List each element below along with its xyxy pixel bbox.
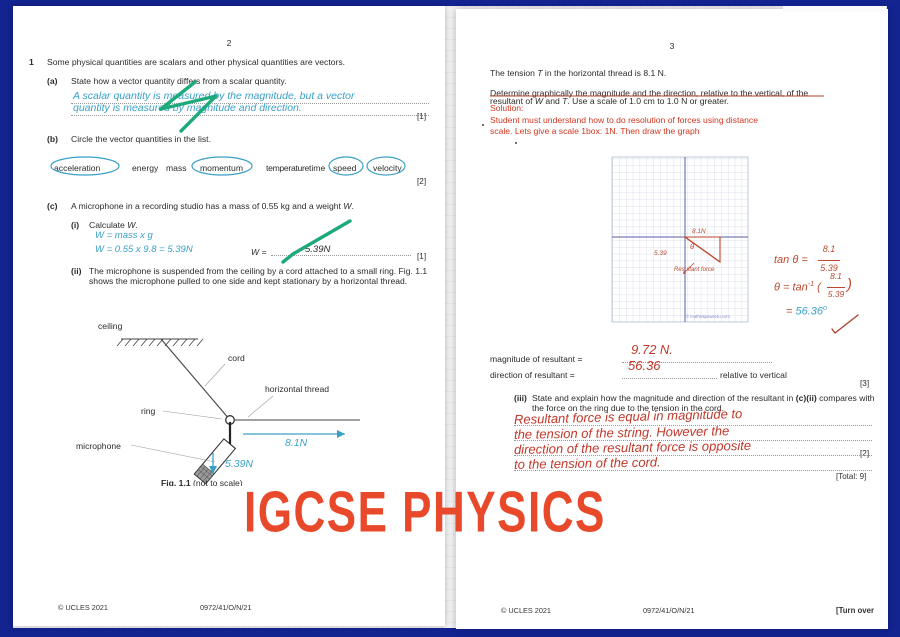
svg-text:ceiling: ceiling — [98, 321, 123, 331]
svg-text:Fig. 1.1: Fig. 1.1 — [161, 478, 191, 486]
svg-text:ring: ring — [141, 406, 156, 416]
svg-text:microphone: microphone — [76, 441, 121, 451]
svg-text:5.39N: 5.39N — [225, 458, 253, 470]
svg-text:cord: cord — [228, 353, 245, 363]
svg-text:8.1N: 8.1N — [285, 437, 308, 449]
svg-text:(not to scale): (not to scale) — [193, 478, 243, 486]
svg-text:horizontal thread: horizontal thread — [265, 384, 329, 394]
